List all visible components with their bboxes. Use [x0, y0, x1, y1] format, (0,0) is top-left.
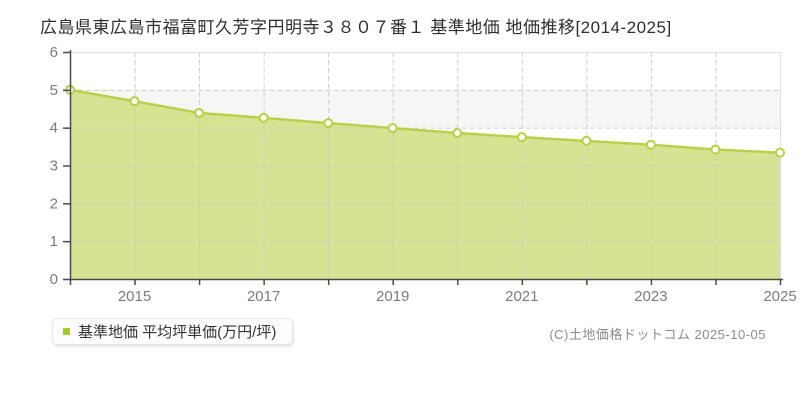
data-point-2016[interactable]: [194, 107, 205, 118]
series-line: [69, 88, 781, 154]
chart-title: 広島県東広島市福富町久芳字円明寺３８０７番１ 基準地価 地価推移[2014-20…: [40, 18, 672, 37]
axes: [63, 50, 783, 285]
x-tick-label: 2023: [634, 288, 667, 305]
y-tick-label: 4: [50, 120, 58, 137]
data-point-2022[interactable]: [581, 135, 592, 146]
y-tick-label: 5: [50, 82, 58, 99]
x-axis-labels: 2015 2017 2019 2021 2023 2025: [118, 288, 797, 305]
legend: 基準地価 平均坪単価(万円/坪): [52, 318, 294, 345]
data-point-2025[interactable]: [775, 147, 785, 158]
x-tick-label: 2017: [247, 288, 280, 305]
x-tick-label: 2021: [505, 288, 538, 305]
x-tick-label: 2025: [763, 288, 796, 305]
data-point-2024[interactable]: [710, 144, 721, 155]
data-point-2019[interactable]: [387, 123, 398, 134]
y-tick-label: 0: [50, 271, 58, 288]
y-axis-labels: 0 1 2 3 4 5 6: [50, 44, 58, 288]
copyright-text: (C)土地価格ドットコム 2025-10-05: [549, 327, 766, 342]
x-tick-label: 2019: [376, 288, 409, 305]
x-tick-label: 2015: [118, 288, 151, 305]
data-point-2021[interactable]: [516, 132, 527, 143]
series-area-fill: [70, 89, 780, 279]
legend-label: 基準地価 平均坪単価(万円/坪): [78, 324, 277, 341]
data-point-2015[interactable]: [129, 96, 140, 107]
y-tick-label: 3: [50, 158, 58, 175]
data-point-2023[interactable]: [645, 139, 656, 150]
data-point-2017[interactable]: [258, 112, 269, 123]
y-tick-label: 2: [50, 195, 58, 212]
y-tick-label: 1: [50, 233, 58, 250]
data-point-2018[interactable]: [323, 118, 334, 129]
legend-marker-icon: [63, 328, 70, 335]
y-tick-label: 6: [50, 44, 58, 61]
data-point-2020[interactable]: [452, 127, 463, 138]
plot-band: [70, 52, 780, 90]
